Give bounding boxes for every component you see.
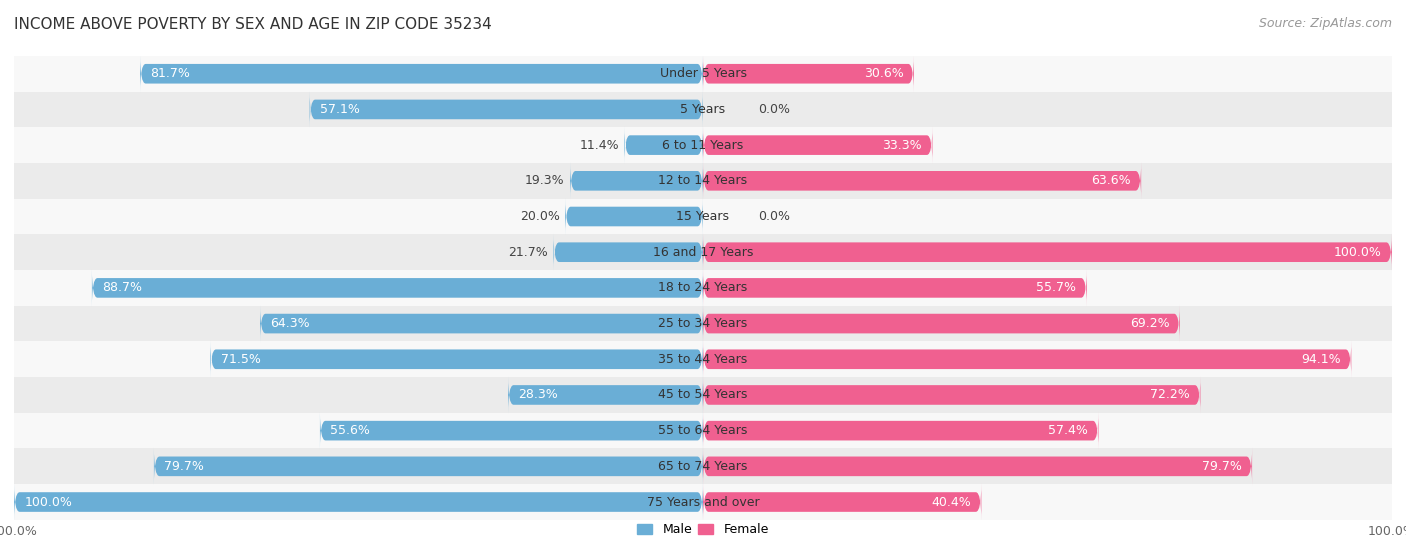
FancyBboxPatch shape bbox=[565, 198, 703, 235]
FancyBboxPatch shape bbox=[211, 340, 703, 378]
FancyBboxPatch shape bbox=[624, 126, 703, 164]
FancyBboxPatch shape bbox=[703, 484, 981, 521]
Text: 6 to 11 Years: 6 to 11 Years bbox=[662, 139, 744, 151]
Legend: Male, Female: Male, Female bbox=[633, 518, 773, 542]
Text: 55 to 64 Years: 55 to 64 Years bbox=[658, 424, 748, 437]
Text: 0.0%: 0.0% bbox=[758, 103, 790, 116]
Text: 0.0%: 0.0% bbox=[758, 210, 790, 223]
Text: 18 to 24 Years: 18 to 24 Years bbox=[658, 281, 748, 295]
FancyBboxPatch shape bbox=[569, 162, 703, 200]
Bar bbox=[14, 448, 1392, 484]
Text: 25 to 34 Years: 25 to 34 Years bbox=[658, 317, 748, 330]
Text: 57.1%: 57.1% bbox=[321, 103, 360, 116]
FancyBboxPatch shape bbox=[321, 412, 703, 449]
Text: 81.7%: 81.7% bbox=[150, 67, 190, 80]
FancyBboxPatch shape bbox=[141, 55, 703, 92]
FancyBboxPatch shape bbox=[703, 55, 914, 92]
FancyBboxPatch shape bbox=[703, 448, 1253, 485]
Bar bbox=[14, 342, 1392, 377]
FancyBboxPatch shape bbox=[703, 162, 1142, 200]
Text: Source: ZipAtlas.com: Source: ZipAtlas.com bbox=[1258, 17, 1392, 30]
Text: 55.6%: 55.6% bbox=[330, 424, 370, 437]
Bar bbox=[14, 56, 1392, 92]
Text: 71.5%: 71.5% bbox=[221, 353, 260, 366]
Bar bbox=[14, 377, 1392, 413]
FancyBboxPatch shape bbox=[703, 269, 1087, 307]
FancyBboxPatch shape bbox=[703, 412, 1098, 449]
Text: 94.1%: 94.1% bbox=[1302, 353, 1341, 366]
FancyBboxPatch shape bbox=[703, 340, 1351, 378]
FancyBboxPatch shape bbox=[153, 448, 703, 485]
FancyBboxPatch shape bbox=[554, 234, 703, 271]
Bar bbox=[14, 92, 1392, 127]
Bar bbox=[14, 306, 1392, 342]
Text: 45 to 54 Years: 45 to 54 Years bbox=[658, 389, 748, 401]
Text: 100.0%: 100.0% bbox=[24, 495, 72, 509]
Text: 33.3%: 33.3% bbox=[883, 139, 922, 151]
Text: 88.7%: 88.7% bbox=[103, 281, 142, 295]
FancyBboxPatch shape bbox=[91, 269, 703, 307]
Bar bbox=[14, 198, 1392, 234]
Text: 19.3%: 19.3% bbox=[524, 174, 565, 187]
FancyBboxPatch shape bbox=[309, 91, 703, 128]
Text: 57.4%: 57.4% bbox=[1049, 424, 1088, 437]
Text: INCOME ABOVE POVERTY BY SEX AND AGE IN ZIP CODE 35234: INCOME ABOVE POVERTY BY SEX AND AGE IN Z… bbox=[14, 17, 492, 32]
Bar bbox=[14, 484, 1392, 520]
Text: 64.3%: 64.3% bbox=[270, 317, 309, 330]
Bar bbox=[14, 270, 1392, 306]
Text: 15 Years: 15 Years bbox=[676, 210, 730, 223]
Bar bbox=[14, 413, 1392, 448]
Bar bbox=[14, 163, 1392, 198]
Text: 11.4%: 11.4% bbox=[579, 139, 619, 151]
Text: Under 5 Years: Under 5 Years bbox=[659, 67, 747, 80]
Text: 65 to 74 Years: 65 to 74 Years bbox=[658, 460, 748, 473]
Text: 20.0%: 20.0% bbox=[520, 210, 560, 223]
FancyBboxPatch shape bbox=[703, 376, 1201, 414]
FancyBboxPatch shape bbox=[703, 305, 1180, 342]
Text: 35 to 44 Years: 35 to 44 Years bbox=[658, 353, 748, 366]
FancyBboxPatch shape bbox=[703, 126, 932, 164]
Text: 40.4%: 40.4% bbox=[931, 495, 972, 509]
Text: 79.7%: 79.7% bbox=[165, 460, 204, 473]
Text: 100.0%: 100.0% bbox=[1334, 246, 1382, 259]
Text: 63.6%: 63.6% bbox=[1091, 174, 1130, 187]
FancyBboxPatch shape bbox=[14, 484, 703, 521]
FancyBboxPatch shape bbox=[703, 234, 1392, 271]
Text: 55.7%: 55.7% bbox=[1036, 281, 1077, 295]
Text: 75 Years and over: 75 Years and over bbox=[647, 495, 759, 509]
Text: 69.2%: 69.2% bbox=[1130, 317, 1170, 330]
Text: 21.7%: 21.7% bbox=[508, 246, 548, 259]
FancyBboxPatch shape bbox=[508, 376, 703, 414]
Text: 30.6%: 30.6% bbox=[863, 67, 904, 80]
Text: 79.7%: 79.7% bbox=[1202, 460, 1241, 473]
Text: 72.2%: 72.2% bbox=[1150, 389, 1189, 401]
Bar bbox=[14, 234, 1392, 270]
FancyBboxPatch shape bbox=[260, 305, 703, 342]
Text: 12 to 14 Years: 12 to 14 Years bbox=[658, 174, 748, 187]
Text: 28.3%: 28.3% bbox=[519, 389, 558, 401]
Bar bbox=[14, 127, 1392, 163]
Text: 5 Years: 5 Years bbox=[681, 103, 725, 116]
Text: 16 and 17 Years: 16 and 17 Years bbox=[652, 246, 754, 259]
